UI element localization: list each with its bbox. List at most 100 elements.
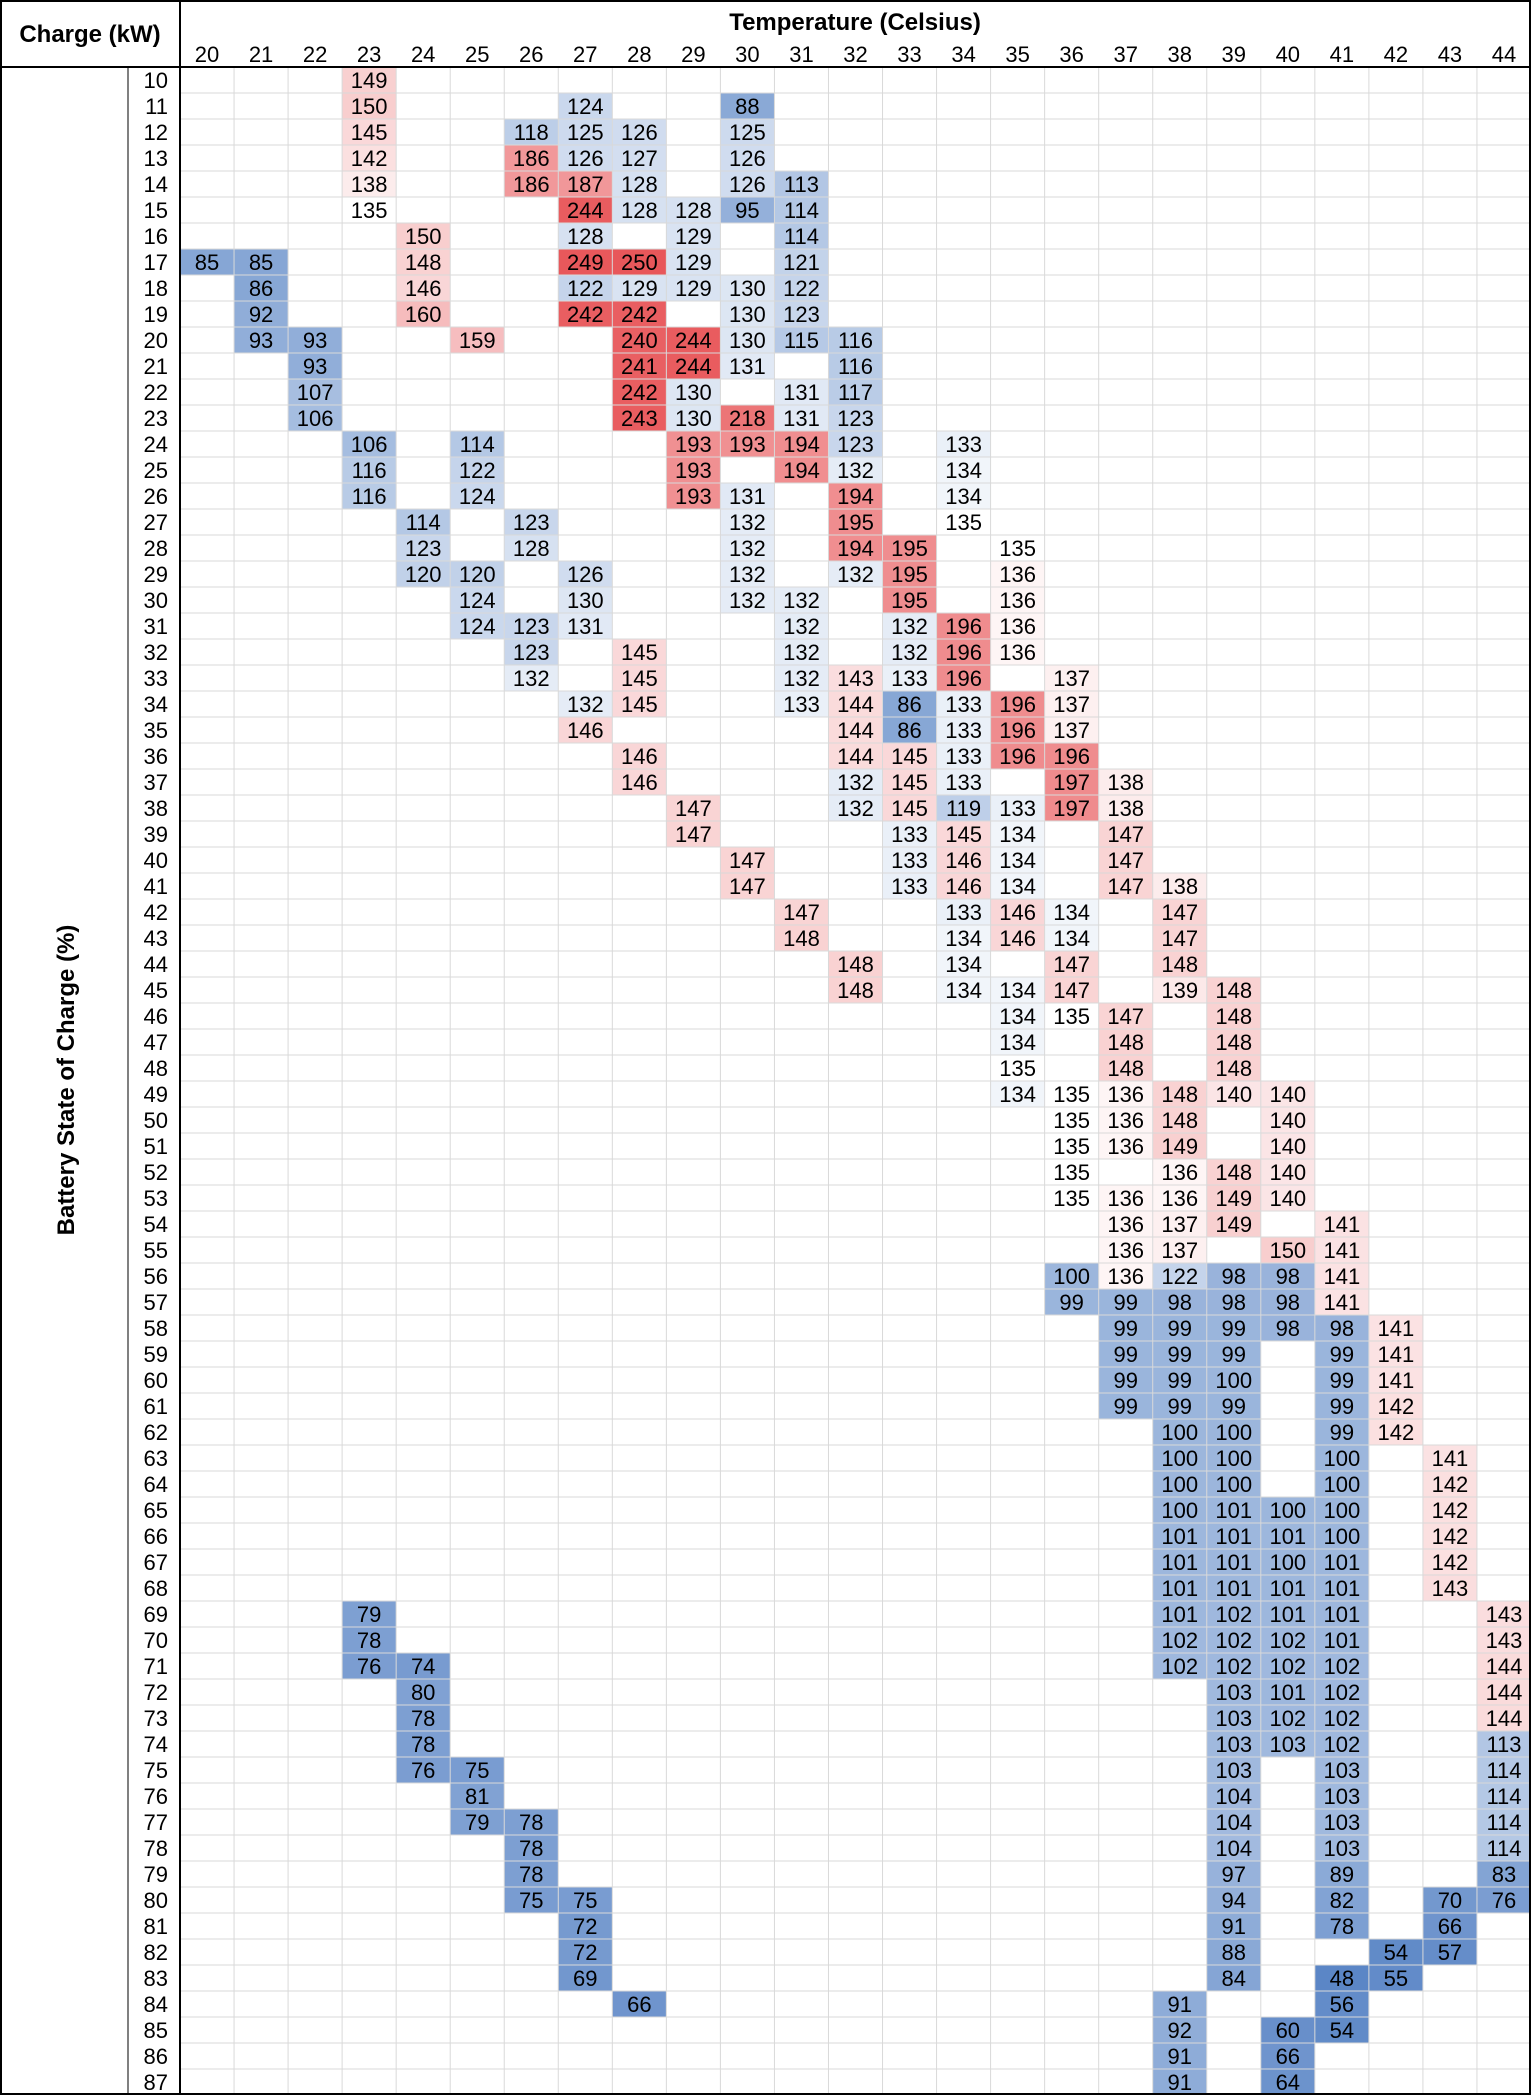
heatmap-cell (882, 587, 937, 613)
cell-value-label: 114 (1486, 1810, 1521, 1835)
cell-value-label: 116 (352, 458, 387, 483)
cell-value-label: 140 (1269, 1186, 1306, 1211)
y-tick-label: 50 (144, 1108, 168, 1133)
heatmap-cell (558, 301, 613, 327)
cell-value-label: 148 (1215, 1030, 1252, 1055)
cell-value-label: 137 (1053, 666, 1090, 691)
heatmap-cell (1314, 1679, 1369, 1705)
heatmap-cell (666, 353, 721, 379)
heatmap-cell (450, 431, 505, 457)
heatmap-cell (1422, 1913, 1477, 1939)
cell-value-label: 117 (838, 380, 873, 405)
heatmap-cell (396, 1653, 451, 1679)
cell-value-label: 135 (1053, 1108, 1090, 1133)
cell-value-label: 136 (999, 562, 1036, 587)
heatmap-cell (1314, 1523, 1369, 1549)
y-tick-label: 80 (144, 1888, 168, 1913)
heatmap-cell (1044, 1185, 1099, 1211)
y-tick-label: 83 (144, 1966, 168, 1991)
cell-value-label: 100 (1215, 1446, 1252, 1471)
cell-value-label: 123 (837, 432, 874, 457)
heatmap-cell (1314, 1991, 1369, 2017)
heatmap-cell (1260, 2069, 1315, 2095)
cell-value-label: 197 (1053, 770, 1090, 795)
cell-value-label: 122 (1161, 1264, 1198, 1289)
corner-title: Charge (kW) (19, 21, 160, 48)
heatmap-cell (990, 821, 1045, 847)
cell-value-label: 140 (1269, 1082, 1306, 1107)
cell-value-label: 150 (405, 224, 442, 249)
heatmap-cell (1314, 1367, 1369, 1393)
heatmap-cell (342, 483, 397, 509)
cell-value-label: 148 (783, 926, 820, 951)
cell-value-label: 148 (837, 978, 874, 1003)
cell-value-label: 141 (1324, 1264, 1361, 1289)
y-tick-label: 37 (144, 770, 168, 795)
x-tick-label: 39 (1222, 42, 1246, 67)
heatmap-cell (882, 847, 937, 873)
cell-value-label: 101 (1324, 1602, 1361, 1627)
cell-value-label: 147 (1053, 952, 1090, 977)
heatmap-cell (1206, 1471, 1261, 1497)
cell-value-label: 148 (837, 952, 874, 977)
cell-value-label: 123 (837, 406, 874, 431)
heatmap-cell (342, 457, 397, 483)
cell-value-label: 249 (567, 250, 604, 275)
y-tick-label: 63 (144, 1446, 168, 1471)
heatmap-cell (1260, 1549, 1315, 1575)
cell-value-label: 101 (1215, 1550, 1252, 1575)
cell-value-label: 139 (1161, 978, 1198, 1003)
heatmap-cell (1152, 1341, 1207, 1367)
heatmap-cell (1206, 1913, 1261, 1939)
cell-value-label: 142 (1378, 1420, 1415, 1445)
cell-value-label: 132 (837, 458, 874, 483)
heatmap-cell (666, 197, 721, 223)
heatmap-cell (1044, 665, 1099, 691)
cell-value-label: 135 (351, 198, 388, 223)
cell-value-label: 146 (999, 926, 1036, 951)
heatmap-cell (1206, 1549, 1261, 1575)
heatmap-cell (1098, 1393, 1153, 1419)
cell-value-label: 101 (1161, 1524, 1198, 1549)
cell-value-label: 148 (1161, 1108, 1198, 1133)
cell-value-label: 133 (891, 822, 928, 847)
cell-value-label: 126 (621, 120, 658, 145)
heatmap-cell (1044, 769, 1099, 795)
cell-value-label: 125 (567, 120, 604, 145)
y-tick-label: 47 (144, 1030, 168, 1055)
cell-value-label: 133 (891, 666, 928, 691)
cell-value-label: 101 (1215, 1576, 1252, 1601)
heatmap-cell (882, 613, 937, 639)
heatmap-cell (234, 275, 289, 301)
heatmap-cell (666, 483, 721, 509)
x-tick-label: 31 (789, 42, 813, 67)
heatmap-cell (450, 457, 505, 483)
cell-value-label: 145 (891, 796, 928, 821)
heatmap-cell (1044, 1263, 1099, 1289)
cell-value-label: 103 (1269, 1732, 1306, 1757)
heatmap-cell (990, 561, 1045, 587)
heatmap-cell (828, 665, 883, 691)
y-tick-label: 30 (144, 588, 168, 613)
cell-value-label: 136 (1107, 1264, 1144, 1289)
cell-value-label: 102 (1215, 1654, 1252, 1679)
cell-value-label: 132 (837, 770, 874, 795)
heatmap-cell (450, 327, 505, 353)
cell-value-label: 136 (999, 640, 1036, 665)
heatmap-cell (1152, 1289, 1207, 1315)
heatmap-cell (450, 1757, 505, 1783)
y-tick-label: 40 (144, 848, 168, 873)
heatmap-cell (1476, 1809, 1531, 1835)
heatmap-cell (612, 379, 667, 405)
cell-value-label: 243 (621, 406, 658, 431)
y-tick-label: 18 (144, 276, 168, 301)
cell-value-label: 193 (675, 458, 712, 483)
cell-value-label: 147 (729, 848, 766, 873)
cell-value-label: 140 (1269, 1134, 1306, 1159)
heatmap-cell (720, 405, 775, 431)
cell-value-label: 100 (1215, 1368, 1252, 1393)
y-tick-label: 55 (144, 1238, 168, 1263)
cell-value-label: 143 (1486, 1628, 1523, 1653)
heatmap-cell (720, 145, 775, 171)
heatmap-cell (1152, 1159, 1207, 1185)
